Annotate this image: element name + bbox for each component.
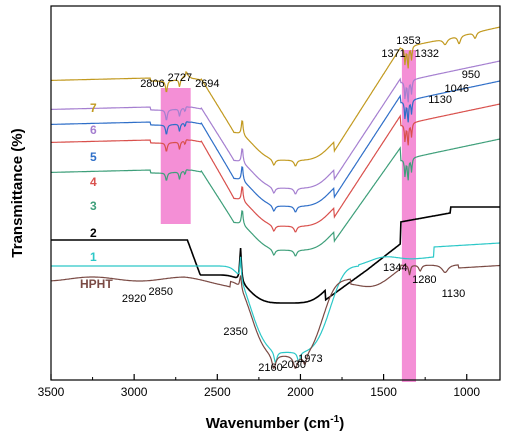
peak-annotation: 1344 (383, 262, 407, 274)
x-tick-label: 3500 (38, 385, 65, 399)
x-axis: 3500 3000 2500 2000 1500 1000 (38, 374, 480, 399)
x-tick-label: 2000 (287, 385, 314, 399)
series-line (51, 138, 501, 257)
series-label: 5 (90, 150, 97, 164)
y-axis-title: Transmittance (%) (9, 128, 26, 257)
peak-annotation: 2350 (223, 326, 247, 338)
series-label: 7 (90, 101, 97, 115)
peak-annotation: 2694 (195, 78, 219, 90)
peak-annotations: 2806 2727 26941371135313329501046113029202… (122, 35, 480, 374)
x-tick-label: 2500 (204, 385, 231, 399)
peak-annotation: 2806 (140, 78, 164, 90)
peak-annotation: 1046 (445, 83, 469, 95)
x-axis-title-close: ) (339, 415, 344, 432)
series-label: 6 (90, 123, 97, 137)
plot-frame (50, 5, 501, 381)
x-tick-label: 1500 (370, 385, 397, 399)
peak-annotation: 1130 (442, 288, 466, 300)
peak-annotation: 2920 (122, 293, 146, 305)
series-line (51, 80, 501, 213)
peak-annotation: 1130 (428, 94, 452, 106)
peak-annotation: 1332 (415, 48, 439, 60)
peak-annotation: 2727 (168, 72, 192, 84)
x-tick-label: 1000 (453, 385, 480, 399)
series-label: 3 (90, 199, 97, 213)
series-line (51, 206, 500, 304)
peak-annotation: 950 (462, 69, 480, 81)
series-line (51, 103, 501, 233)
x-tick-label: 3000 (121, 385, 148, 399)
x-axis-title-sup: -1 (330, 414, 339, 425)
peak-annotation: 1371 (381, 48, 405, 60)
series-label: 1 (90, 250, 97, 264)
series-line (51, 26, 501, 167)
series-line (51, 60, 501, 195)
series-label: 4 (90, 175, 97, 189)
peak-annotation: 1280 (412, 274, 436, 286)
highlight-bands (160, 50, 417, 382)
peak-annotation: 2160 (258, 362, 282, 374)
series-label: HPHT (80, 277, 113, 291)
series-labels: 7 6 5 4 3 2 1 HPHT (80, 101, 113, 291)
x-axis-title: Wavenumber (cm-1) (206, 414, 344, 432)
series-line (50, 264, 500, 370)
peak-annotation: 2850 (149, 286, 173, 298)
spectra-curves (50, 26, 501, 370)
peak-annotation: 1973 (298, 353, 322, 365)
peak-annotation: 2030 (282, 359, 306, 371)
peak-annotation: 1353 (396, 35, 420, 47)
x-axis-title-main: Wavenumber (cm (206, 415, 330, 432)
series-label: 2 (90, 226, 97, 240)
